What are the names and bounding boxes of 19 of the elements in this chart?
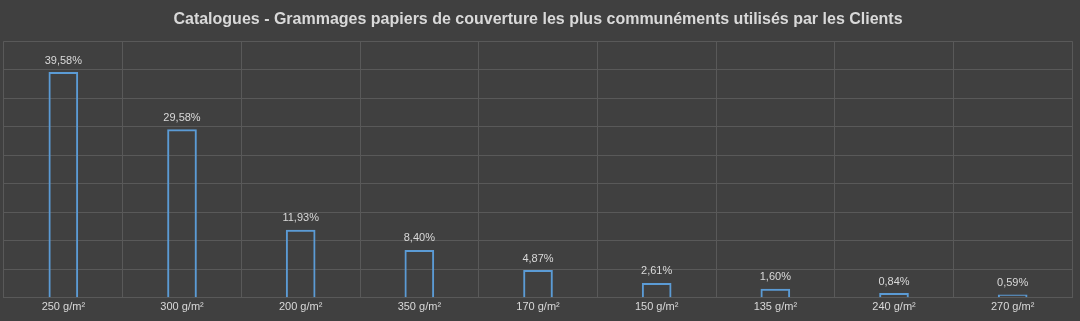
data-label: 29,58% xyxy=(163,110,201,123)
data-label: 4,87% xyxy=(522,251,554,264)
data-label: 8,40% xyxy=(403,231,436,244)
x-tick-label: 270 g/m² xyxy=(990,300,1035,313)
data-label: 0,84% xyxy=(878,274,910,287)
x-tick-label: 240 g/m² xyxy=(872,300,917,313)
data-label: 39,58% xyxy=(44,53,83,66)
data-label: 0,59% xyxy=(997,275,1029,288)
data-label: 11,93% xyxy=(282,211,320,224)
x-tick-label: 135 g/m² xyxy=(753,300,798,313)
x-tick-label: 150 g/m² xyxy=(634,300,679,313)
data-label: 1,60% xyxy=(759,270,792,283)
data-label: 2,61% xyxy=(641,264,673,277)
x-tick-label: 200 g/m² xyxy=(278,300,323,313)
x-tick-label: 170 g/m² xyxy=(516,300,561,313)
chart-title: Catalogues - Grammages papiers de couverture les plus communéments utilisés par les Clients xyxy=(173,10,903,28)
x-tick-label: 250 g/m² xyxy=(41,300,86,313)
x-tick-label: 350 g/m² xyxy=(397,300,442,313)
x-tick-label: 300 g/m² xyxy=(160,300,205,313)
